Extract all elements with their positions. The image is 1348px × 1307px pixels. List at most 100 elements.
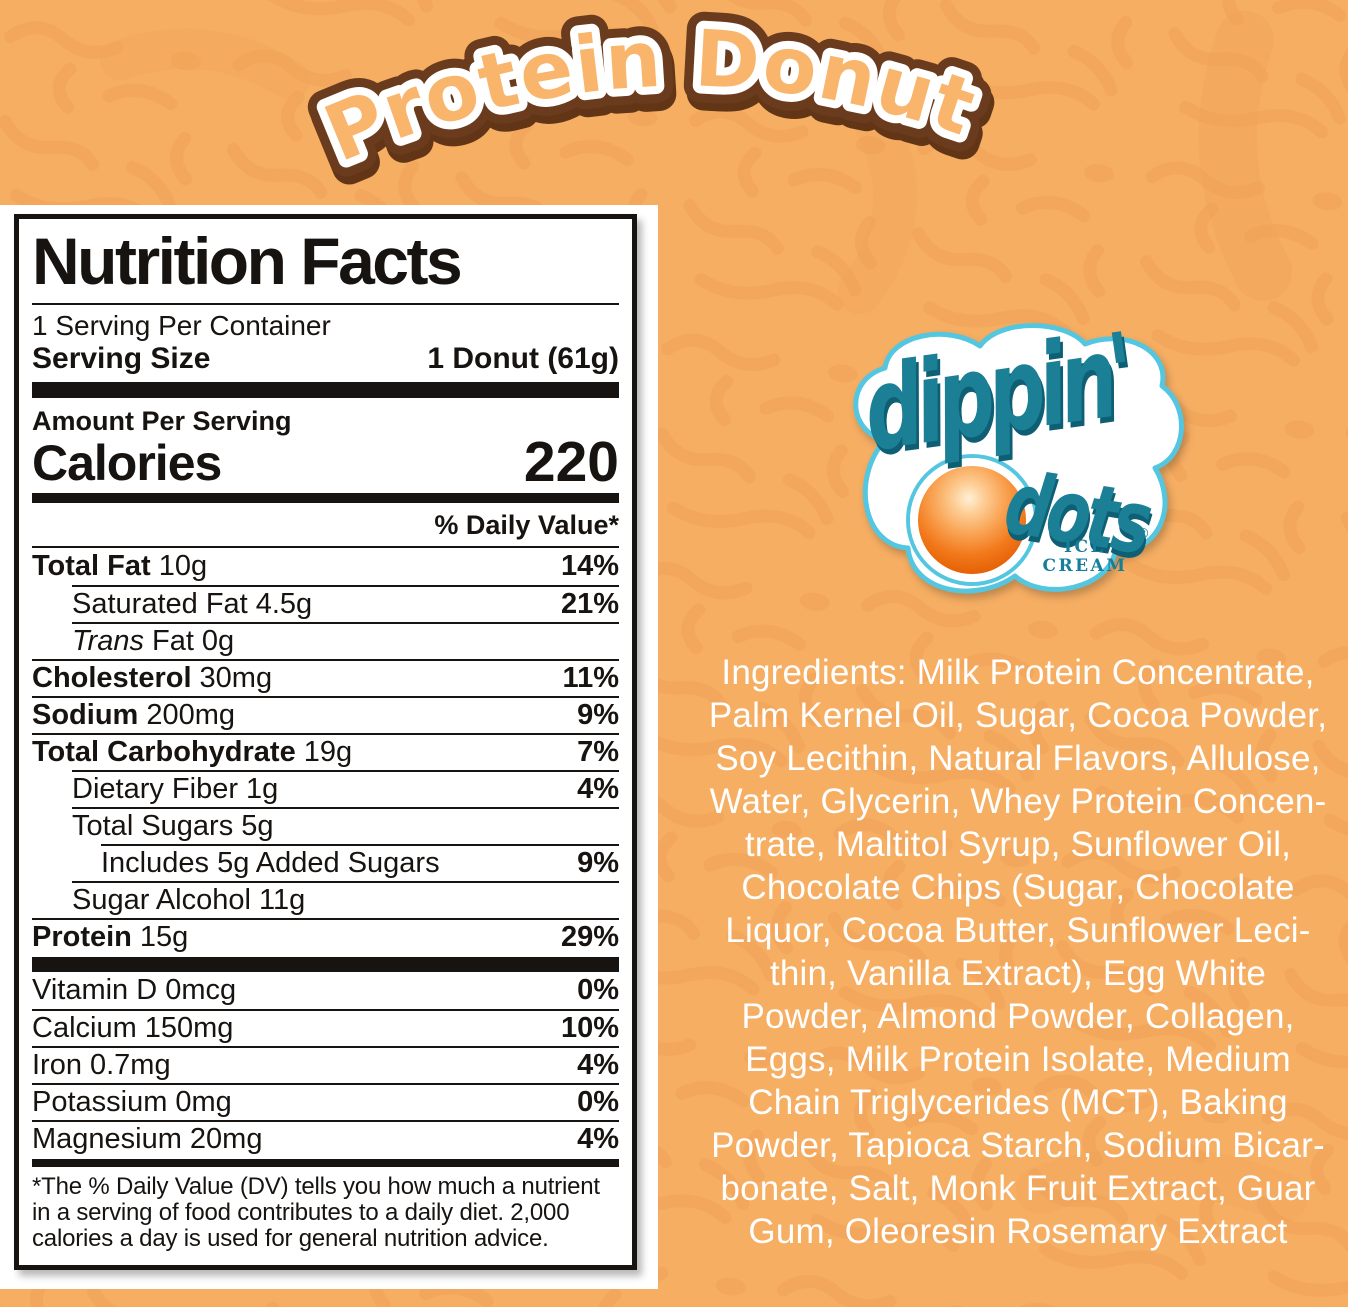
- nutrient-amount: 0.7mg: [89, 1049, 171, 1082]
- nutrient-row-total-sugars: Total Sugars 5g: [72, 807, 619, 844]
- nutrient-row-dietary-fiber: Dietary Fiber 1g 4%: [72, 770, 619, 807]
- nutrient-row-sugar-alcohol: Sugar Alcohol 11g: [72, 881, 619, 918]
- divider-bar-medium: [32, 493, 619, 504]
- micronutrient-row-vitamin-d: Vitamin D 0mcg 0%: [32, 972, 619, 1009]
- nutrient-name: Iron: [32, 1049, 82, 1082]
- nutrient-row-trans-fat: Trans Fat 0g: [72, 622, 619, 659]
- divider-bar-thick: [32, 382, 619, 399]
- nutrient-name: Total Fat: [32, 550, 151, 583]
- nutrition-facts-title: Nutrition Facts: [32, 221, 619, 306]
- ingredients-line: bonate, Salt, Monk Fruit Extract, Guar: [720, 1169, 1316, 1208]
- nutrient-dv: 21%: [560, 588, 619, 621]
- nutrient-amount: 10g: [158, 550, 208, 583]
- ingredients-line: Gum, Oleoresin Rosemary Extract: [748, 1212, 1288, 1251]
- nutrient-name: Sugar Alcohol: [72, 884, 251, 917]
- daily-value-header: % Daily Value*: [32, 503, 619, 549]
- nutrient-row-protein: Protein 15g 29%: [32, 918, 619, 955]
- nutrient-dv: 9%: [577, 699, 619, 732]
- nutrient-amount: 150mg: [144, 1012, 234, 1045]
- ingredients-line: thin, Vanilla Extract), Egg White: [769, 954, 1267, 993]
- divider-bar-thin: [32, 1159, 619, 1168]
- ingredients-line: Chocolate Chips (Sugar, Chocolate: [741, 868, 1295, 907]
- ingredients-line: trate, Maltitol Syrup, Sunflower Oil,: [744, 825, 1292, 864]
- nutrient-name: Sodium: [32, 699, 139, 732]
- nutrient-row-cholesterol: Cholesterol 30mg 11%: [32, 659, 619, 696]
- nutrient-row-sodium: Sodium 200mg 9%: [32, 696, 619, 733]
- calories-row: Calories 220: [32, 430, 619, 495]
- nutrient-row-total-carbohydrate: Total Carbohydrate 19g 7%: [32, 733, 619, 770]
- micronutrient-row-iron: Iron 0.7mg 4%: [32, 1046, 619, 1083]
- nutrient-dv: 10%: [560, 1012, 619, 1045]
- ingredients-line: Liquor, Cocoa Butter, Sunflower Leci-: [725, 911, 1311, 950]
- nutrient-name: Dietary Fiber: [72, 773, 238, 806]
- tagline-line-ice: ICE: [1064, 537, 1106, 557]
- ingredients-line: Powder, Tapioca Starch, Sodium Bicar-: [711, 1126, 1325, 1165]
- calories-value: 220: [523, 430, 619, 495]
- ingredients-line: Ingredients: Milk Protein Concentrate,: [721, 653, 1315, 692]
- nutrient-row-added-sugars: Includes 5g Added Sugars 9%: [101, 844, 619, 881]
- serving-size-label: Serving Size: [32, 342, 211, 376]
- nutrient-amount: 1g: [246, 773, 279, 806]
- amount-per-serving: Amount Per Serving: [32, 406, 292, 437]
- nutrient-amount: 0mg: [175, 1086, 232, 1119]
- ingredients-line: Powder, Almond Powder, Collagen,: [741, 997, 1295, 1036]
- nutrient-name: Fat: [151, 625, 194, 658]
- orange-dot-sphere: [910, 458, 1034, 582]
- nutrient-amount: 5g: [241, 810, 274, 843]
- nutrient-name: Protein: [32, 921, 132, 954]
- nutrient-name: Saturated Fat: [72, 588, 248, 621]
- nutrient-dv: 11%: [562, 662, 619, 695]
- nutrient-name: Total Sugars: [72, 810, 234, 843]
- registered-trademark-icon: ®: [1136, 526, 1150, 542]
- ice-cream-tagline: ICE CREAM: [1030, 538, 1140, 576]
- ingredients-line: Palm Kernel Oil, Sugar, Cocoa Powder,: [708, 696, 1328, 735]
- nutrient-amount: 20mg: [189, 1123, 263, 1156]
- calories-label: Calories: [32, 435, 222, 492]
- tagline-line-cream: CREAM: [1042, 556, 1128, 576]
- nutrient-amount: 11g: [258, 884, 306, 917]
- nutrient-row-saturated-fat: Saturated Fat 4.5g 21%: [72, 585, 619, 622]
- nutrient-name: Vitamin D: [32, 974, 158, 1007]
- divider-bar-thick: [32, 957, 619, 973]
- nutrient-name: Calcium: [32, 1012, 137, 1045]
- nutrient-name: Potassium: [32, 1086, 168, 1119]
- nutrient-dv: 0%: [577, 974, 619, 1007]
- nutrient-dv: 9%: [577, 847, 619, 880]
- nutrient-name-italic: Trans: [72, 625, 144, 658]
- nutrient-name: Cholesterol: [32, 662, 192, 695]
- nutrient-dv: 4%: [577, 1049, 619, 1082]
- nutrient-name: Magnesium: [32, 1123, 182, 1156]
- nutrient-amount: 0g: [201, 625, 235, 658]
- micronutrient-row-calcium: Calcium 150mg 10%: [32, 1009, 619, 1046]
- nutrient-amount: 0mcg: [165, 974, 237, 1007]
- nutrient-amount: 19g: [303, 736, 353, 769]
- ingredients-line: Water, Glycerin, Whey Protein Concen-: [709, 782, 1327, 821]
- ingredients-line: Soy Lecithin, Natural Flavors, Allulose,: [715, 739, 1321, 778]
- serving-size-row: Serving Size 1 Donut (61g): [32, 341, 619, 382]
- nutrient-dv: 0%: [577, 1086, 619, 1119]
- daily-value-footnote: *The % Daily Value (DV) tells you how mu…: [32, 1173, 600, 1253]
- nutrient-amount: 30mg: [199, 662, 273, 695]
- product-title-arc: Protein Donut Protein Donut Protein Donu…: [296, 0, 1005, 205]
- micronutrient-row-magnesium: Magnesium 20mg 4%: [32, 1120, 619, 1157]
- ingredients-line: Eggs, Milk Protein Isolate, Medium: [745, 1040, 1291, 1079]
- nutrient-name: Includes 5g Added Sugars: [101, 847, 440, 880]
- nutrient-dv: 4%: [577, 773, 619, 806]
- ingredients-text: Ingredients: Milk Protein Concentrate, P…: [674, 651, 1348, 1253]
- micronutrient-row-potassium: Potassium 0mg 0%: [32, 1083, 619, 1120]
- serving-size-value: 1 Donut (61g): [427, 342, 619, 376]
- nutrient-amount: 200mg: [146, 699, 236, 732]
- dippin-dots-logo: dippin' dots ® ICE CREAM: [840, 309, 1184, 665]
- servings-per-container: 1 Serving Per Container: [32, 310, 331, 342]
- nutrient-dv: 7%: [577, 736, 619, 769]
- ingredients-line: Chain Triglycerides (MCT), Baking: [748, 1083, 1288, 1122]
- nutrient-name: Total Carbohydrate: [32, 736, 296, 769]
- nutrient-dv: 29%: [560, 921, 619, 954]
- nutrient-dv: 14%: [560, 550, 619, 583]
- nutrient-amount: 15g: [139, 921, 189, 954]
- nutrient-row-total-fat: Total Fat 10g 14%: [32, 548, 619, 585]
- nutrient-amount: 4.5g: [255, 588, 313, 621]
- nutrient-dv: 4%: [577, 1123, 619, 1156]
- nutrition-facts-panel: Nutrition Facts 1 Serving Per Container …: [14, 214, 637, 1270]
